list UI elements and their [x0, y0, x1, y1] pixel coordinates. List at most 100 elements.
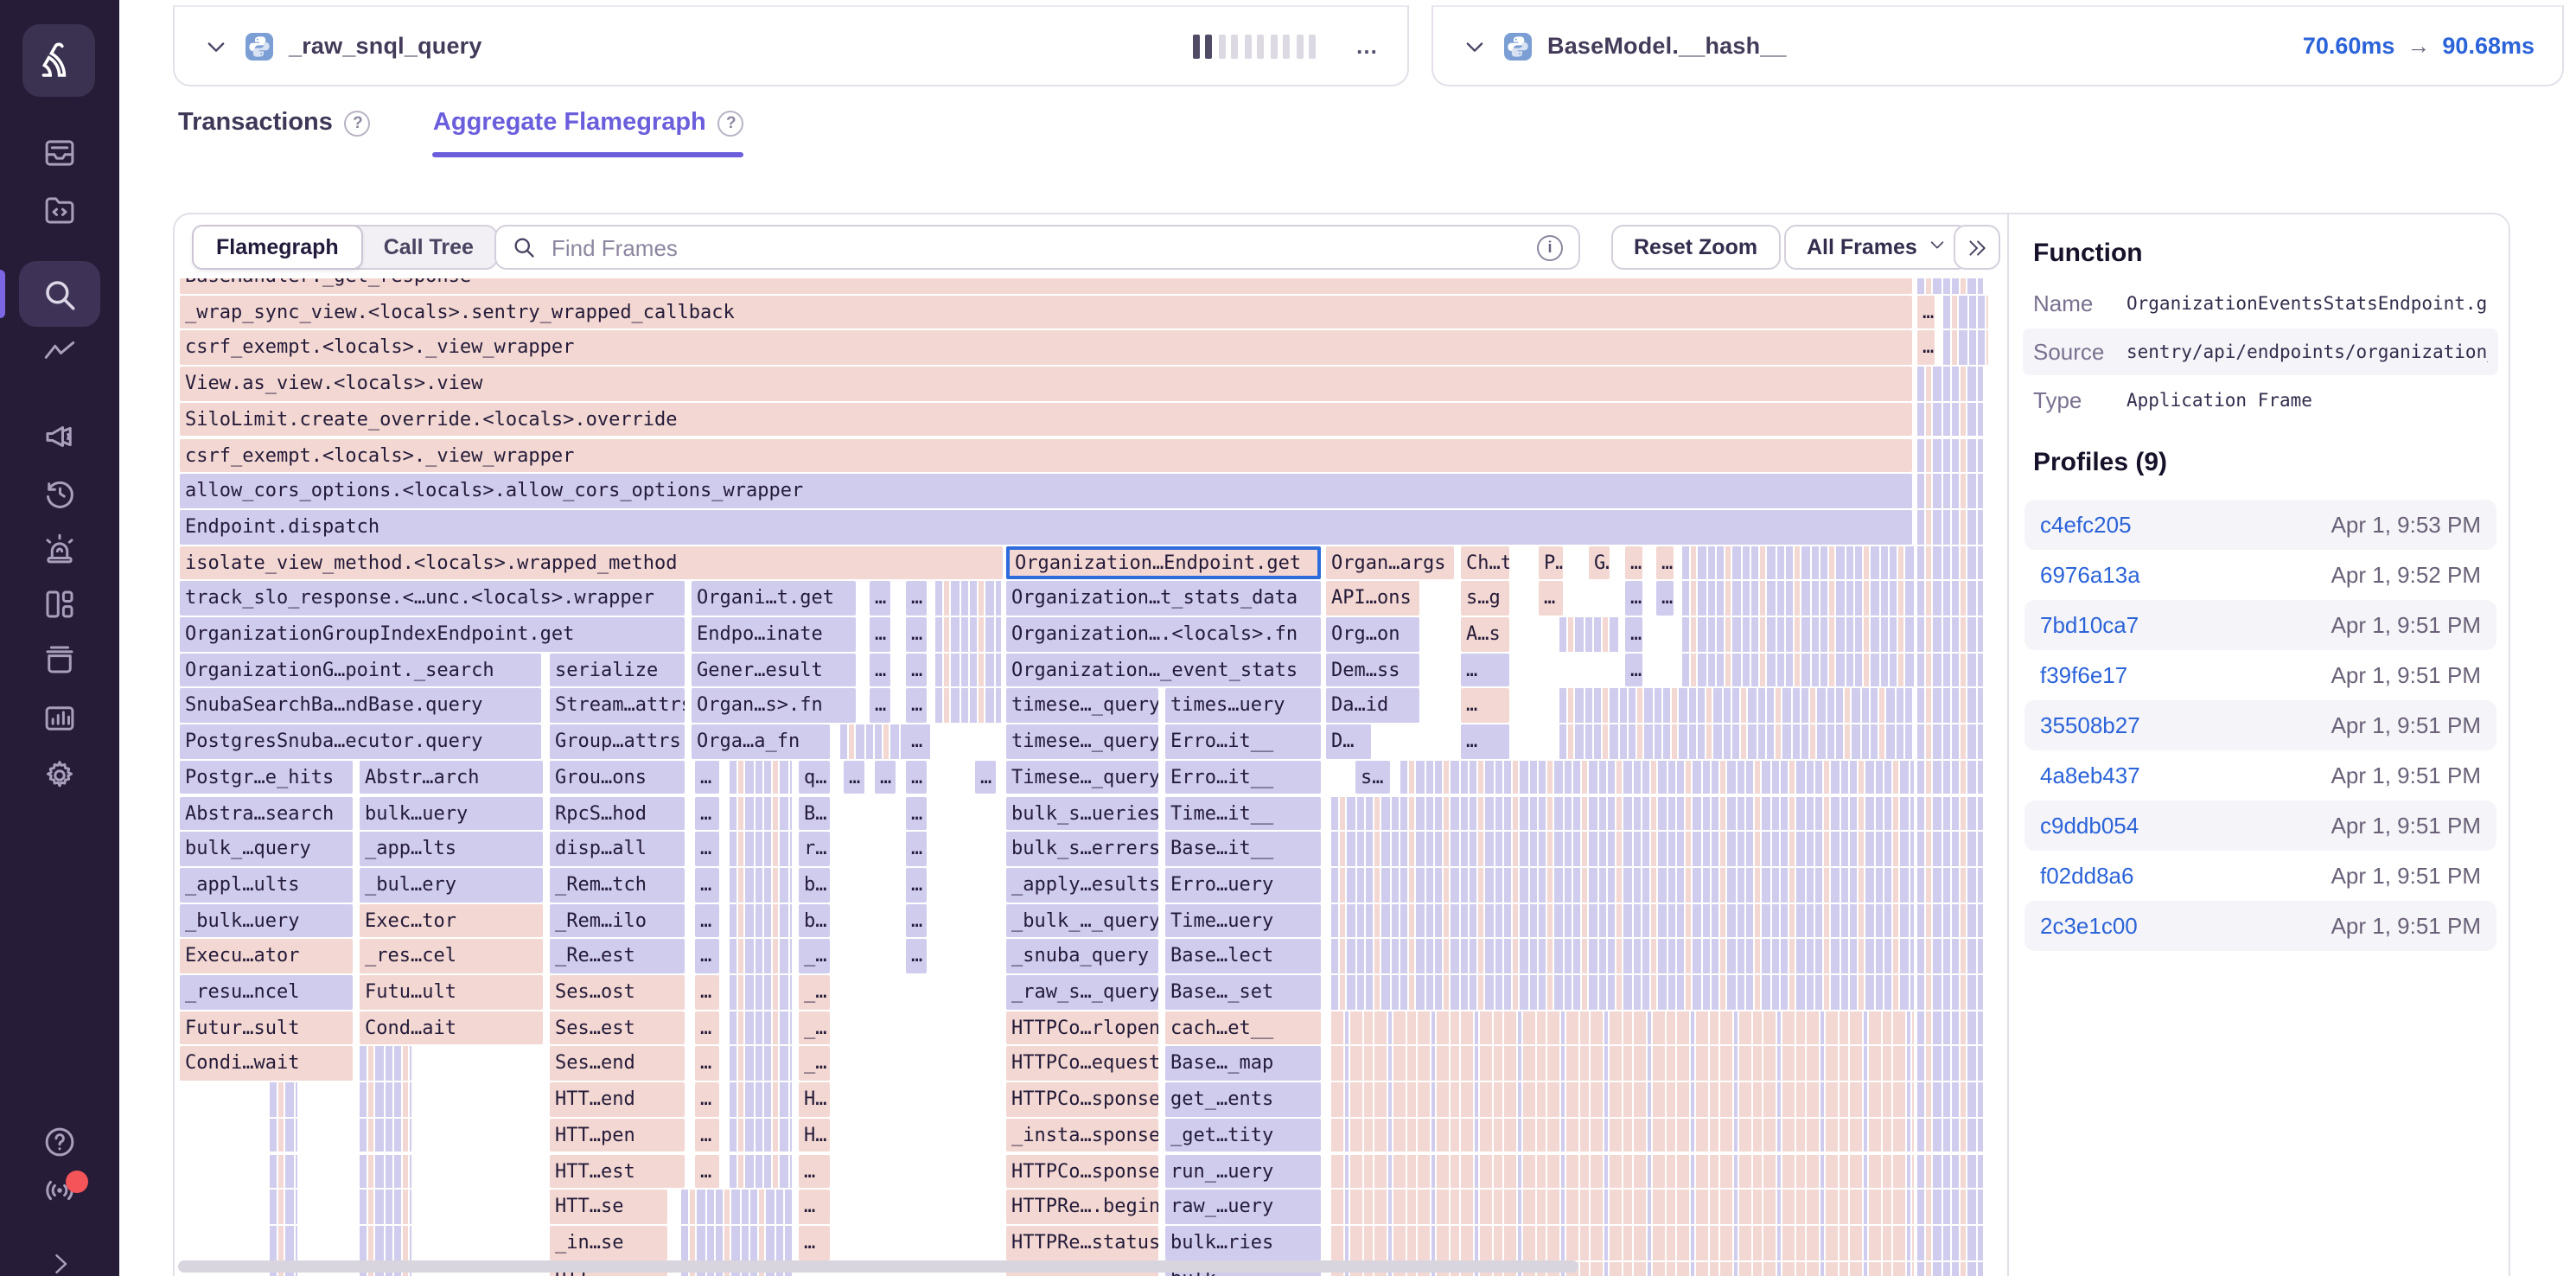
flame-frame[interactable]: HTT…est	[550, 1154, 685, 1189]
flame-frame[interactable]: _insta…sponse	[1006, 1118, 1158, 1152]
flame-frame[interactable]: times…uery	[1165, 688, 1321, 724]
flame-frame[interactable]: …	[1656, 545, 1674, 580]
flame-frame[interactable]: Ses…est	[550, 1011, 685, 1045]
flame-texture[interactable]	[270, 1118, 297, 1152]
flame-texture[interactable]	[1682, 545, 1914, 580]
flame-frame[interactable]: Organi…t.get	[692, 581, 856, 616]
flame-texture[interactable]	[1917, 545, 1983, 580]
flame-texture[interactable]	[1331, 903, 1914, 938]
flame-texture[interactable]	[1917, 975, 1983, 1010]
flame-texture[interactable]	[360, 1190, 411, 1224]
flame-frame[interactable]: …	[695, 796, 719, 831]
flame-frame[interactable]: Erro…it__	[1165, 760, 1321, 794]
flame-texture[interactable]	[730, 1154, 792, 1189]
flame-frame[interactable]: BaseHandler._get_response	[180, 278, 1912, 294]
flame-frame[interactable]: Organization…_event_stats	[1006, 653, 1321, 687]
flame-texture[interactable]	[1917, 796, 1983, 831]
flame-frame[interactable]: …	[695, 1046, 719, 1081]
flame-frame[interactable]: Futur…sult	[180, 1011, 353, 1045]
flame-frame[interactable]: b…	[799, 903, 830, 938]
flame-texture[interactable]	[1943, 295, 1988, 329]
flame-frame[interactable]: Condi…wait	[180, 1046, 353, 1081]
sidebar-item-search-active[interactable]	[19, 261, 100, 327]
flame-frame[interactable]: _…	[799, 939, 830, 973]
flame-frame[interactable]: Erro…it__	[1165, 724, 1321, 759]
flame-frame[interactable]: isolate_view_method.<locals>.wrapped_met…	[180, 545, 1003, 580]
call-tree-segment-button[interactable]: Call Tree	[383, 235, 474, 259]
flame-frame[interactable]: _res…cel	[360, 939, 543, 973]
flame-frame[interactable]: …	[799, 1190, 830, 1224]
profile-link[interactable]: f02dd8a6	[2040, 863, 2134, 889]
flame-frame[interactable]: …	[870, 688, 890, 724]
flame-texture[interactable]	[935, 617, 1001, 652]
flame-frame[interactable]: …	[799, 1154, 830, 1189]
flame-frame[interactable]: Erro…uery	[1165, 867, 1321, 903]
duration-after-link[interactable]: 90.68ms	[2442, 33, 2535, 59]
flame-frame[interactable]: HTTPRe….begin	[1006, 1190, 1158, 1224]
flame-frame[interactable]: HTTPRe…status	[1006, 1225, 1158, 1260]
flame-texture[interactable]	[681, 1225, 792, 1260]
flame-frame[interactable]: PostgresSnuba…ecutor.query	[180, 724, 541, 759]
stats-chart-icon[interactable]	[41, 700, 78, 737]
flame-frame[interactable]: …	[906, 903, 927, 938]
flame-texture[interactable]	[1917, 617, 1983, 652]
flame-frame[interactable]: HTT…se	[550, 1190, 667, 1224]
flame-texture[interactable]	[1917, 1190, 1983, 1224]
flame-texture[interactable]	[935, 581, 1001, 616]
flame-frame[interactable]: …	[695, 939, 719, 973]
flame-texture[interactable]	[1917, 1082, 1983, 1117]
flame-frame[interactable]: serialize	[550, 653, 685, 687]
flame-frame[interactable]: Base…lect	[1165, 939, 1321, 973]
flame-texture[interactable]	[1917, 653, 1983, 687]
flame-texture[interactable]	[1917, 367, 1983, 401]
flame-frame[interactable]: Org…on	[1326, 617, 1419, 652]
releases-archive-icon[interactable]	[41, 641, 78, 678]
flame-frame[interactable]: _…	[799, 975, 830, 1010]
flame-frame[interactable]: Grou…ons	[550, 760, 685, 794]
flame-texture[interactable]	[360, 1154, 411, 1189]
flame-frame[interactable]: Gener…esult	[692, 653, 856, 687]
flame-texture[interactable]	[730, 1118, 792, 1152]
flame-texture[interactable]	[270, 1225, 297, 1260]
flame-frame-selected[interactable]: Organization…Endpoint.get	[1006, 545, 1321, 580]
flame-frame[interactable]: …	[844, 760, 864, 794]
flame-frame[interactable]: …	[906, 867, 927, 903]
flame-frame[interactable]: …	[1461, 653, 1509, 687]
flame-texture[interactable]	[360, 1082, 411, 1117]
flame-texture[interactable]	[1331, 1190, 1914, 1224]
flame-texture[interactable]	[1917, 402, 1983, 437]
flame-texture[interactable]	[935, 653, 1001, 687]
flame-texture[interactable]	[1917, 1011, 1983, 1045]
search-input[interactable]	[548, 233, 1525, 262]
flame-texture[interactable]	[1559, 724, 1914, 759]
flame-frame[interactable]: …	[1917, 330, 1935, 366]
flame-frame[interactable]: Base…_map	[1165, 1046, 1321, 1081]
flame-frame[interactable]: _…	[799, 1011, 830, 1045]
flame-frame[interactable]: csrf_exempt.<locals>._view_wrapper	[180, 330, 1912, 366]
flame-frame[interactable]: B…	[799, 796, 830, 831]
flame-frame[interactable]: track_slo_response.<…unc.<locals>.wrappe…	[180, 581, 685, 616]
replays-history-icon[interactable]	[41, 475, 78, 512]
flame-frame[interactable]: A…s	[1461, 617, 1509, 652]
flame-frame[interactable]: bulk_…query	[180, 832, 353, 866]
flame-frame[interactable]: _wrap_sync_view.<locals>.sentry_wrapped_…	[180, 295, 1912, 329]
flame-frame[interactable]: Organization…t_stats_data	[1006, 581, 1321, 616]
flame-frame[interactable]: OrganizationGroupIndexEndpoint.get	[180, 617, 685, 652]
flame-frame[interactable]: Timese…_query	[1006, 760, 1158, 794]
profile-link[interactable]: 2c3e1c00	[2040, 913, 2138, 939]
flame-texture[interactable]	[270, 1154, 297, 1189]
flame-frame[interactable]: …	[695, 832, 719, 866]
flame-texture[interactable]	[1331, 796, 1914, 831]
flame-frame[interactable]: …	[906, 939, 927, 973]
flame-frame[interactable]: RpcS…hod	[550, 796, 685, 831]
flame-frame[interactable]: SiloLimit.create_override.<locals>.overr…	[180, 402, 1912, 437]
alerts-siren-icon[interactable]	[41, 531, 78, 567]
flame-frame[interactable]: SnubaSearchBa…ndBase.query	[180, 688, 541, 724]
flame-texture[interactable]	[1917, 509, 1983, 545]
flame-frame[interactable]: …	[906, 688, 927, 724]
flame-frame[interactable]: …	[1461, 688, 1509, 724]
flame-texture[interactable]	[1917, 474, 1983, 508]
flame-texture[interactable]	[1917, 1046, 1983, 1081]
flame-frame[interactable]: Base…_set	[1165, 975, 1321, 1010]
flame-frame[interactable]: …	[695, 760, 719, 794]
